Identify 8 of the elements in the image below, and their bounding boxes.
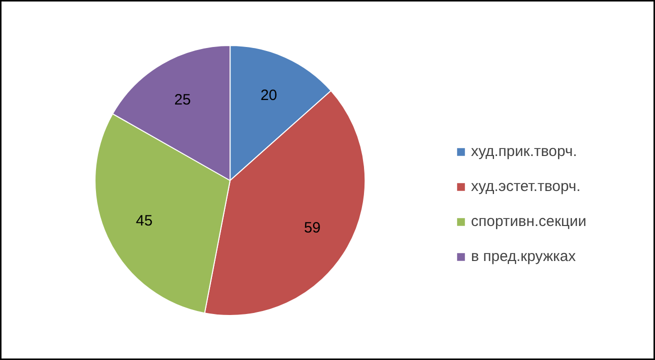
legend-label: худ.эстет.творч. <box>471 178 581 195</box>
data-label: 25 <box>174 91 191 108</box>
data-label: 20 <box>260 86 278 104</box>
data-label: 59 <box>304 220 321 237</box>
legend-label: худ.прик.творч. <box>471 143 578 160</box>
legend-label: спортивн.секции <box>471 213 586 230</box>
legend-label: в пред.кружках <box>471 248 576 265</box>
data-label: 45 <box>136 212 153 230</box>
